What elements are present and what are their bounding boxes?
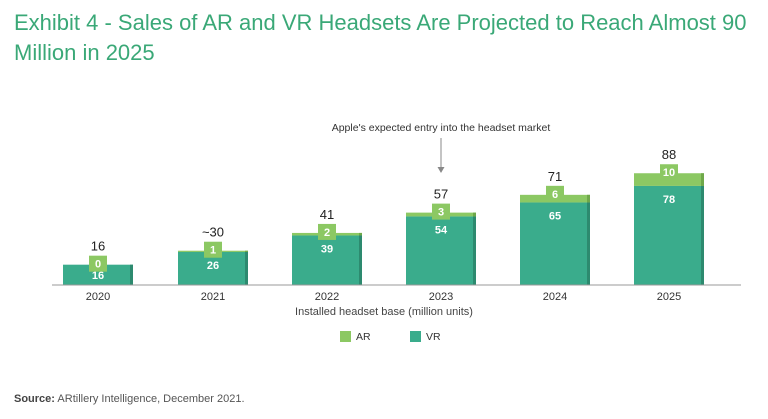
ar-value-badge-2023 bbox=[432, 203, 450, 220]
vr-value-label-2025: 78 bbox=[663, 194, 675, 206]
bar-ar-shade-2025 bbox=[701, 173, 704, 186]
ar-value-badge-2021 bbox=[204, 241, 222, 258]
bar-ar-shade-2023 bbox=[473, 212, 476, 217]
total-label-2020: 16 bbox=[91, 239, 105, 254]
ar-value-label-2023: 3 bbox=[438, 207, 444, 219]
ar-value-badge-2020 bbox=[89, 255, 107, 272]
annotation-group: Apple's expected entry into the headset … bbox=[332, 122, 551, 173]
ar-value-badge-2025 bbox=[660, 164, 678, 181]
x-tick-label-2020: 2020 bbox=[86, 291, 110, 303]
total-label-2024: 71 bbox=[548, 169, 562, 184]
annotation-text: Apple's expected entry into the headset … bbox=[332, 122, 551, 134]
ar-value-label-2024: 6 bbox=[552, 189, 558, 201]
x-tick-label-2024: 2024 bbox=[543, 291, 567, 303]
ar-value-label-2021: 1 bbox=[210, 245, 216, 257]
ar-value-label-2020: 0 bbox=[95, 259, 101, 271]
legend-label-vr: VR bbox=[426, 331, 441, 343]
bar-vr-shade-2025 bbox=[701, 185, 704, 285]
source-note: Source: ARtillery Intelligence, December… bbox=[14, 393, 245, 405]
x-tick-label-2022: 2022 bbox=[315, 291, 339, 303]
vr-value-label-2021: 26 bbox=[207, 260, 219, 272]
labels-group: 160162020261~302021392412022543572023656… bbox=[86, 147, 681, 303]
bar-ar-shade-2022 bbox=[359, 232, 362, 236]
bar-vr-2020 bbox=[63, 264, 133, 285]
bar-vr-shade-2020 bbox=[130, 264, 133, 285]
total-label-2021: ~30 bbox=[202, 225, 224, 240]
bar-vr-shade-2022 bbox=[359, 235, 362, 285]
bars-group bbox=[63, 173, 704, 285]
bar-vr-2023 bbox=[406, 216, 476, 285]
ar-value-label-2025: 10 bbox=[663, 167, 675, 179]
x-tick-label-2021: 2021 bbox=[201, 291, 225, 303]
total-label-2022: 41 bbox=[320, 207, 334, 222]
ar-value-label-2022: 2 bbox=[324, 227, 330, 239]
source-label: Source: bbox=[14, 393, 55, 405]
vr-value-label-2022: 39 bbox=[321, 243, 333, 255]
ar-value-badge-2022 bbox=[318, 223, 336, 240]
bar-vr-2025 bbox=[634, 185, 704, 285]
annotation-arrow-head bbox=[437, 167, 445, 173]
bar-ar-shade-2024 bbox=[587, 194, 590, 203]
x-axis-title: Installed headset base (million units) bbox=[295, 306, 473, 318]
x-tick-label-2023: 2023 bbox=[429, 291, 453, 303]
vr-value-label-2023: 54 bbox=[435, 224, 448, 236]
bar-vr-2024 bbox=[520, 202, 590, 285]
vr-value-label-2020: 16 bbox=[92, 270, 104, 282]
x-tick-label-2025: 2025 bbox=[657, 291, 681, 303]
chart-title: Exhibit 4 - Sales of AR and VR Headsets … bbox=[14, 10, 747, 65]
legend-swatch-ar bbox=[340, 331, 351, 342]
legend-swatch-vr bbox=[410, 331, 421, 342]
legend: AR VR bbox=[340, 331, 441, 343]
vr-value-label-2024: 65 bbox=[549, 210, 561, 222]
source-text: ARtillery Intelligence, December 2021. bbox=[54, 393, 245, 405]
total-label-2023: 57 bbox=[434, 187, 448, 202]
legend-label-ar: AR bbox=[356, 331, 371, 343]
bar-ar-shade-2021 bbox=[245, 250, 248, 252]
ar-value-badge-2024 bbox=[546, 185, 564, 202]
bar-vr-2022 bbox=[292, 235, 362, 285]
bar-vr-shade-2024 bbox=[587, 202, 590, 285]
bar-vr-shade-2021 bbox=[245, 251, 248, 285]
bar-vr-shade-2023 bbox=[473, 216, 476, 285]
total-label-2025: 88 bbox=[662, 147, 676, 162]
